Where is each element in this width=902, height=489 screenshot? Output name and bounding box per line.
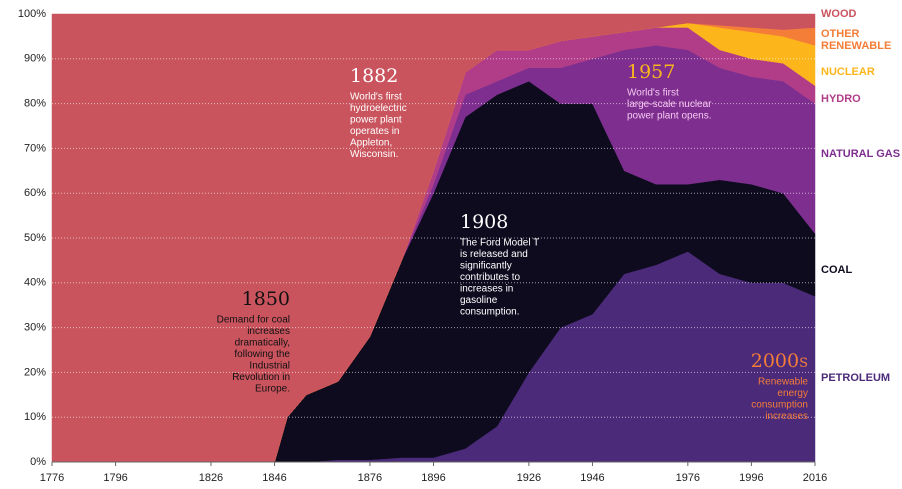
annotation-title: 1908 [460,211,508,233]
annotation-text: power plant opens. [627,111,712,122]
legend-label: HYDRO [821,93,861,105]
y-tick-label: 30% [24,322,46,334]
annotation-text: dramatically, [235,338,290,349]
legend-label: NATURAL GAS [821,148,901,160]
annotation-title: 1850 [242,288,290,310]
annotation-text: Renewable [758,377,808,388]
y-tick-label: 10% [24,411,46,423]
annotation-text: hydroelectric [350,103,407,114]
x-tick-label: 1876 [358,472,382,484]
annotation-text: significantly [460,261,512,272]
annotation-text: contributes to [460,272,520,283]
y-tick-label: 60% [24,187,46,199]
annotation-text: operates in [350,126,399,137]
annotation-text: Europe. [255,384,290,395]
annotation-text: large-scale nuclear [627,99,712,110]
x-tick-label: 1796 [103,472,127,484]
annotation-text: Demand for coal [217,315,290,326]
x-tick-label: 1776 [40,472,64,484]
annotation-text: Appleton, [350,138,392,149]
annotation-text: The Ford Model T [460,238,539,249]
y-tick-label: 50% [24,232,46,244]
x-tick-label: 1826 [199,472,223,484]
y-tick-label: 90% [24,53,46,65]
x-tick-label: 1846 [262,472,286,484]
x-tick-label: 1896 [421,472,445,484]
y-tick-label: 100% [18,8,46,20]
x-tick-label: 1976 [676,472,700,484]
annotation-text: energy [777,388,808,399]
annotation-text: increases in [460,284,513,295]
annotation-text: gasoline [460,295,498,306]
x-tick-label: 1996 [739,472,763,484]
legend-label: COAL [821,264,853,276]
x-tick-label: 2016 [803,472,827,484]
annotation-text: is released and [460,249,528,260]
legend-label: NUCLEAR [821,66,875,78]
annotation-title: 1957 [627,61,675,83]
annotation-text: consumption [751,400,808,411]
annotation-text: Revolution in [232,372,290,383]
legend-label: WOOD [821,8,857,20]
x-tick-label: 1926 [517,472,541,484]
y-tick-label: 40% [24,277,46,289]
annotation-text: increases [765,411,808,422]
y-tick-label: 80% [24,98,46,110]
y-tick-label: 20% [24,366,46,378]
annotation-text: World's first [627,88,679,99]
area [51,13,816,463]
annotation-title: 2000s [751,350,808,372]
annotation-text: increases [247,326,290,337]
x-tick-label: 1946 [580,472,604,484]
annotation-text: World's first [350,92,402,103]
annotation-text: Industrial [249,361,290,372]
annotation-text: power plant [350,115,402,126]
legend-label: PETROLEUM [821,372,891,384]
y-tick-label: 0% [30,456,46,468]
annotation-title: 1882 [350,65,398,87]
legend-label: OTHER RENEWABLE [821,28,892,52]
annotation-text: following the [234,349,290,360]
annotation-text: Wisconsin. [350,149,398,160]
annotation-text: consumption. [460,307,519,318]
y-tick-label: 70% [24,142,46,154]
